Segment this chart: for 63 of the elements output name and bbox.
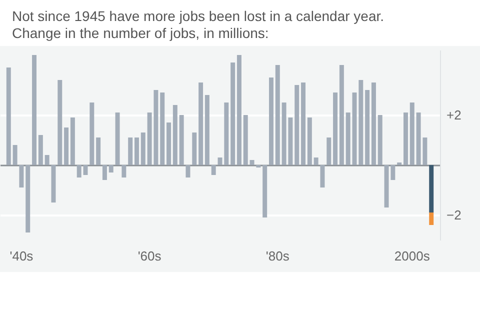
bar [224,102,229,165]
bar [403,112,408,165]
bar [12,145,18,165]
bar [198,82,204,165]
bar [307,118,312,165]
bar [243,115,248,165]
bar [410,102,414,165]
bar [192,132,197,165]
bar [115,112,120,165]
bar [134,138,139,165]
y-tick-label: +2 [446,108,462,122]
bar [346,112,350,165]
bar [160,92,165,165]
bar [218,158,222,165]
chart-title: Not since 1945 have more jobs been lost in a calendar year. Change in the number of jobs, in millions: [11,7,386,43]
bar [58,80,62,165]
bar [172,105,178,165]
bar [358,80,364,165]
x-tick-label: '60s [138,248,162,264]
bar [102,165,107,180]
bar [64,128,69,165]
bar [275,65,280,165]
bar [90,102,94,165]
bar [166,122,172,165]
bar [186,165,190,178]
bar [301,82,306,165]
bar [38,135,43,165]
bar [268,78,274,165]
bar [339,65,344,165]
x-tick-label: 2000s [394,248,430,264]
bar [326,138,332,165]
bar [314,158,318,165]
bar [429,212,434,225]
bar [6,68,11,165]
bar [51,165,56,202]
bar [294,85,300,165]
bar [365,90,370,165]
bar [262,165,268,218]
bar [429,165,434,212]
bar [108,165,114,172]
bar [250,160,254,165]
x-tick-label: '80s [266,248,290,264]
bar [320,165,325,188]
bar [236,55,242,165]
bar [19,165,24,188]
bar [333,92,338,165]
bar [140,132,146,165]
bar [32,55,37,165]
bar [378,115,382,165]
bar [204,95,210,165]
bar [122,165,126,178]
bar [70,118,75,165]
bar [230,62,236,165]
bar [179,115,184,165]
x-tick-label: '40s [10,248,34,264]
bar [76,165,82,178]
bar [371,82,376,165]
bar [44,155,50,165]
bar [96,138,101,165]
bar [26,165,30,232]
bar [211,165,216,175]
y-tick-label: −2 [446,208,462,222]
bar [128,138,133,165]
